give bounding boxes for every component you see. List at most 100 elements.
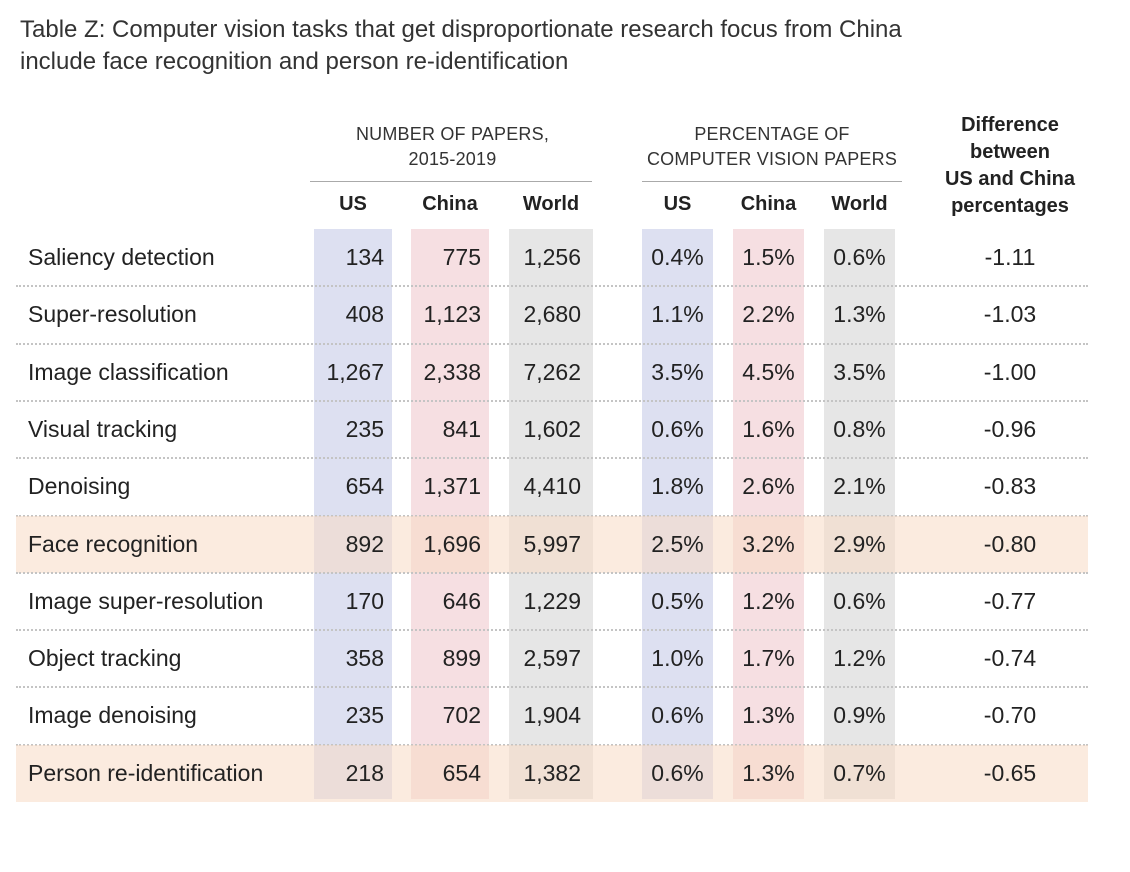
china-papers-cell: 702 (442, 702, 481, 728)
us-pct-cell: 0.4% (651, 244, 704, 270)
china-pct-cell: 2.2% (742, 301, 795, 327)
table-row: Super-resolution 408 1,123 2,680 1.1% 2.2% 1.3… (0, 286, 1130, 343)
row-divider (16, 686, 1088, 688)
task-label: Image super-resolution (28, 588, 264, 614)
row-highlight (16, 745, 1088, 802)
difference-cell: -1.11 (984, 244, 1036, 270)
task-label: Super-resolution (28, 301, 197, 327)
china-papers-cell: 2,338 (423, 359, 481, 385)
us-papers-cell: 408 (345, 301, 384, 327)
difference-cell: -0.65 (983, 760, 1037, 786)
difference-cell: -0.83 (983, 473, 1037, 499)
china-papers-cell: 1,371 (423, 473, 481, 499)
title-line-1: Table Z: Computer vision tasks that get … (20, 16, 902, 43)
table-row: Person re-identification 218 654 1,382 0.6% 1… (0, 745, 1130, 802)
difference-header-line-3: US and China (944, 168, 1075, 190)
us-pct-cell: 0.6% (651, 416, 704, 442)
us-papers-cell: 134 (345, 244, 384, 270)
papers-group-header: NUMBER OF PAPERS, 2015-2019 (310, 122, 595, 172)
world-column-shading (509, 229, 593, 799)
us-pct-cell: 2.5% (651, 531, 704, 557)
row-divider (16, 400, 1088, 402)
china-papers-cell: 1,696 (423, 531, 481, 557)
col-header-world-pct: World (831, 193, 888, 215)
world-pct-cell: 1.3% (833, 301, 886, 327)
table-row: Visual tracking 235 841 1,602 0.6% 1.6% 0.8% -0… (0, 401, 1130, 458)
world-papers-cell: 1,229 (523, 588, 581, 614)
percentage-group-header: PERCENTAGE OF COMPUTER VISION PAPERS (636, 122, 908, 172)
world-pct-cell: 3.5% (833, 359, 886, 385)
world-papers-cell: 4,410 (523, 473, 581, 499)
world-papers-cell: 7,262 (523, 359, 581, 385)
china-pct-cell: 2.6% (742, 473, 795, 499)
china-column-shading (411, 229, 489, 799)
china-pct-cell: 1.3% (742, 760, 795, 786)
task-label: Person re-identification (28, 760, 264, 786)
us-pct-cell: 0.6% (651, 760, 704, 786)
difference-header-line-4: percentages (951, 195, 1069, 217)
table-row: Image denoising 235 702 1,904 0.6% 1.3% 0.9% -0… (0, 687, 1130, 744)
difference-cell: -0.96 (983, 416, 1037, 442)
table-row: Face recognition 892 1,696 5,997 2.5% 3.2% 2.9… (0, 516, 1130, 573)
us-pct-cell: 0.5% (651, 588, 704, 614)
us-papers-cell: 654 (345, 473, 384, 499)
china-pct-cell: 1.2% (742, 588, 795, 614)
world-papers-cell: 2,597 (523, 645, 581, 671)
difference-cell: -0.80 (983, 531, 1037, 557)
china-papers-cell: 899 (442, 645, 481, 671)
world-pct-cell: 0.9% (833, 702, 886, 728)
world-papers-cell: 5,997 (523, 531, 581, 557)
task-label: Image denoising (28, 702, 197, 728)
china-pct-cell: 1.6% (742, 416, 795, 442)
row-highlight (16, 516, 1088, 573)
us-pct-cell: 1.0% (651, 645, 704, 671)
task-label: Object tracking (28, 645, 182, 671)
table-title: Table Z: Computer vision tasks that get … (20, 14, 902, 78)
china-papers-cell: 646 (442, 588, 481, 614)
world-pct-cell: 1.2% (833, 645, 886, 671)
china-papers-cell: 1,123 (423, 301, 481, 327)
difference-cell: -1.03 (983, 301, 1037, 327)
world-pct-column-shading (824, 229, 895, 799)
row-divider (16, 629, 1088, 631)
table-row: Image classification 1,267 2,338 7,262 3.5% 4… (0, 344, 1130, 401)
percentage-group-line-2: COMPUTER VISION PAPERS (646, 149, 898, 169)
difference-cell: -0.70 (983, 702, 1037, 728)
world-pct-cell: 0.8% (833, 416, 886, 442)
row-divider (16, 457, 1088, 459)
row-divider (16, 572, 1088, 574)
papers-group-rule (310, 181, 592, 182)
task-label: Saliency detection (28, 244, 215, 270)
us-pct-cell: 3.5% (651, 359, 704, 385)
table-row: Image super-resolution 170 646 1,229 0.5% 1.2… (0, 573, 1130, 630)
china-papers-cell: 654 (442, 760, 481, 786)
row-divider (16, 285, 1088, 287)
us-papers-cell: 1,267 (326, 359, 384, 385)
us-papers-cell: 170 (345, 588, 384, 614)
world-pct-cell: 0.6% (833, 588, 886, 614)
col-header-us-pct: US (663, 193, 692, 215)
row-divider (16, 343, 1088, 345)
us-papers-cell: 892 (345, 531, 384, 557)
china-pct-cell: 1.7% (742, 645, 795, 671)
china-pct-column-shading (733, 229, 804, 799)
difference-header: Difference between US and China percenta… (930, 112, 1090, 220)
task-label: Face recognition (28, 531, 199, 557)
papers-group-line-1: NUMBER OF PAPERS, (355, 124, 550, 144)
china-pct-cell: 4.5% (742, 359, 795, 385)
col-header-us: US (339, 193, 367, 215)
world-pct-cell: 2.9% (833, 531, 886, 557)
percentage-group-rule (642, 181, 902, 182)
china-pct-cell: 1.3% (742, 702, 795, 728)
task-label: Visual tracking (28, 416, 178, 442)
task-label: Image classification (28, 359, 229, 385)
table-row: Denoising 654 1,371 4,410 1.8% 2.6% 2.1% -0.83 (0, 458, 1130, 515)
world-papers-cell: 1,256 (523, 244, 581, 270)
world-papers-cell: 2,680 (523, 301, 581, 327)
china-pct-cell: 1.5% (742, 244, 795, 270)
papers-group-line-2: 2015-2019 (408, 149, 497, 169)
difference-cell: -0.74 (983, 645, 1037, 671)
difference-header-line-1: Difference (961, 114, 1059, 136)
world-pct-cell: 0.7% (833, 760, 886, 786)
table-row: Saliency detection 134 775 1,256 0.4% 1.5% 0.6… (0, 229, 1130, 286)
